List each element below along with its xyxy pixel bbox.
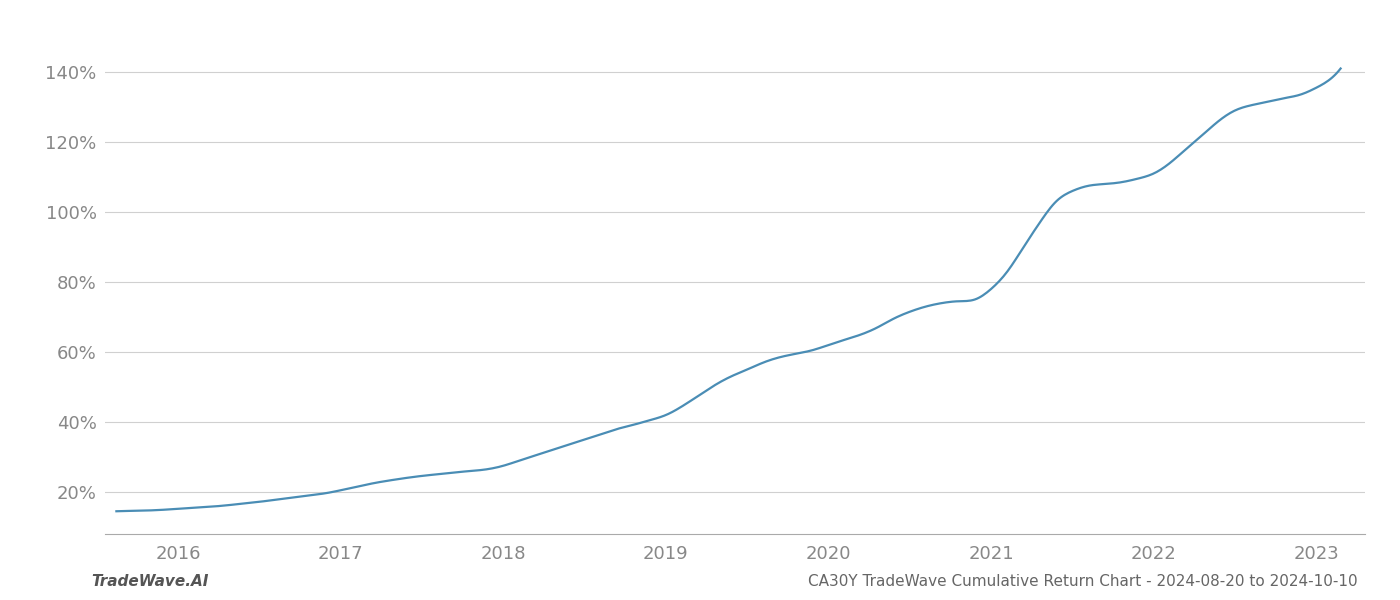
- Text: TradeWave.AI: TradeWave.AI: [91, 574, 209, 589]
- Text: CA30Y TradeWave Cumulative Return Chart - 2024-08-20 to 2024-10-10: CA30Y TradeWave Cumulative Return Chart …: [808, 574, 1358, 589]
